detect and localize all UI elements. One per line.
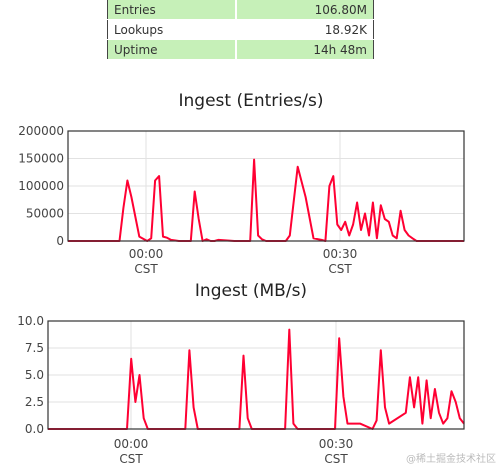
stats-label: Lookups [107, 19, 236, 40]
series-line [68, 158, 464, 242]
entries-chart-title: Ingest (Entries/s) [178, 91, 324, 111]
mbs-chart-title: Ingest (MB/s) [194, 281, 308, 301]
stats-row: Entries 106.80M [107, 0, 374, 20]
plot-frame [47, 320, 465, 430]
stats-row: Lookups 18.92K [107, 19, 374, 40]
watermark-text: @稀土掘金技术社区 [406, 454, 496, 465]
plot-frame [67, 130, 465, 242]
stats-value: 106.80M [234, 0, 374, 20]
stats-value: 18.92K [234, 19, 374, 40]
stats-table: Entries 106.80M Lookups 18.92K Uptime 14h 48m [107, 0, 374, 60]
y-tick-label: 100000 [18, 179, 64, 193]
x-tick-sublabel: CST [134, 262, 158, 276]
x-tick-label: 00:30 [319, 437, 354, 451]
y-tick-label: 50000 [26, 207, 64, 221]
x-tick-label: 00:30 [323, 247, 358, 261]
x-tick-sublabel: CST [119, 452, 143, 466]
x-tick-label: 00:00 [129, 247, 164, 261]
y-tick-label: 0 [56, 234, 64, 248]
y-tick-label: 150000 [18, 152, 64, 166]
y-tick-label: 5.0 [25, 368, 44, 382]
stats-row: Uptime 14h 48m [107, 39, 374, 60]
x-tick-sublabel: CST [328, 262, 352, 276]
series-line [48, 328, 465, 430]
y-tick-label: 2.5 [25, 395, 44, 409]
y-tick-label: 7.5 [25, 341, 44, 355]
x-tick-label: 00:00 [114, 437, 149, 451]
y-tick-label: 10.0 [17, 314, 44, 328]
stats-value: 14h 48m [234, 39, 374, 60]
stats-label: Entries [107, 0, 236, 20]
y-tick-label: 200000 [18, 124, 64, 138]
x-tick-sublabel: CST [324, 452, 348, 466]
stats-label: Uptime [107, 39, 236, 60]
y-tick-label: 0.0 [25, 422, 44, 436]
